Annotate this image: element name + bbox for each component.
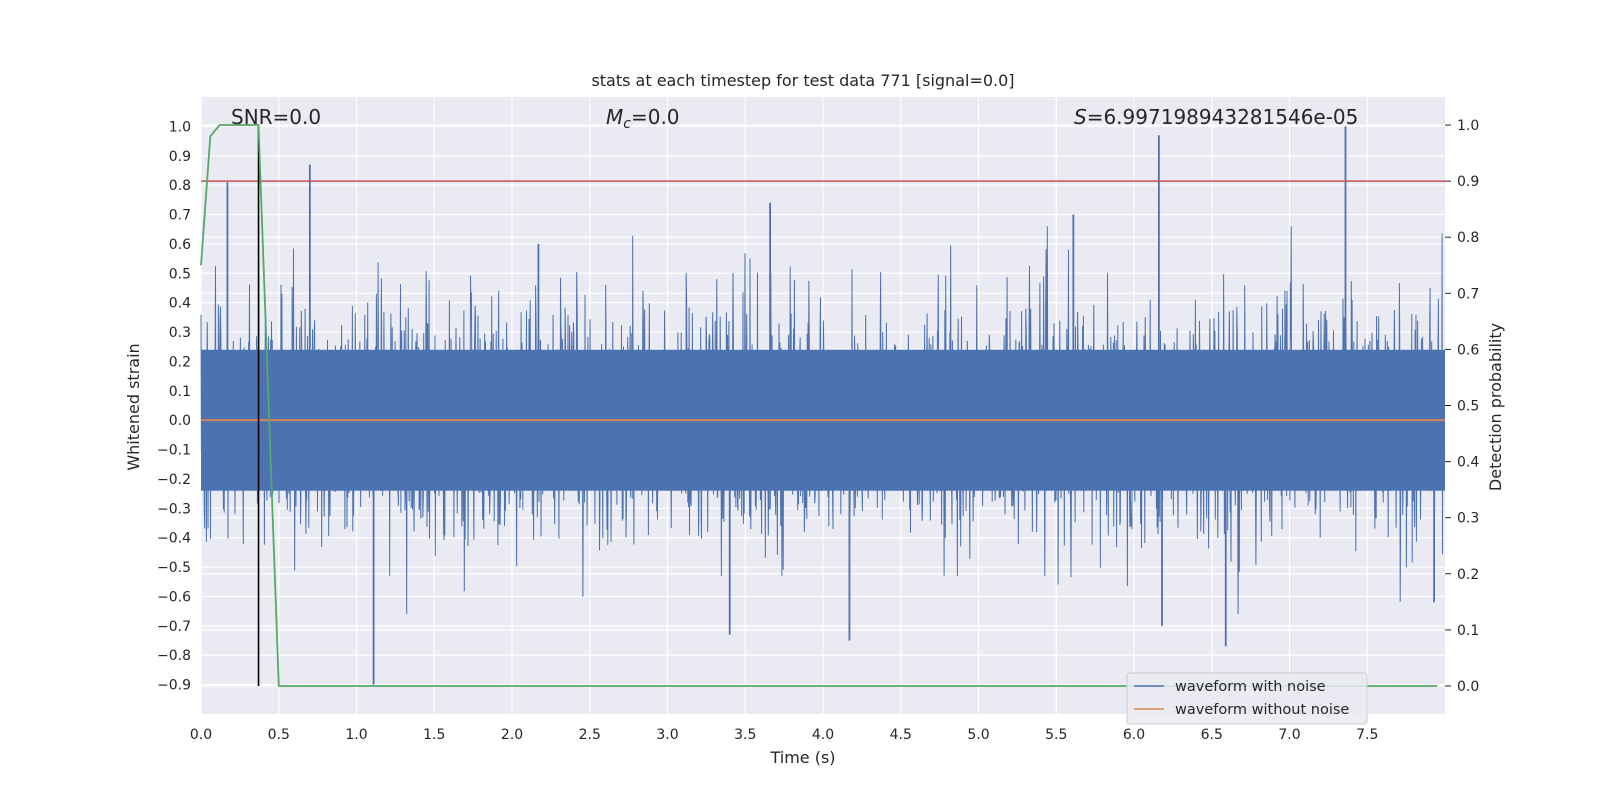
y-left-tick-label: 0.8 [169, 178, 191, 194]
y-right-tick-label: 0.4 [1457, 455, 1479, 471]
x-tick-label: 7.5 [1356, 727, 1378, 743]
x-tick-label: 2.5 [579, 727, 601, 743]
x-tick-label: 3.0 [656, 727, 678, 743]
s-symbol: S [1074, 105, 1087, 129]
x-axis-ticks: 0.0 0.5 1.0 1.5 2.0 2.5 3.0 3.5 4.0 4.5 5.0 5.5 6.0 6… [190, 727, 1379, 743]
y-left-tick-label: 0.1 [169, 384, 191, 400]
snr-annotation: SNR=0.0 [231, 105, 321, 129]
x-tick-label: 1.5 [423, 727, 445, 743]
legend-label-clean: waveform without noise [1175, 702, 1349, 718]
y-right-axis-ticks: 1.0 0.9 0.8 0.7 0.6 0.5 0.4 0.3 0.2 0.1 0.0 [1445, 118, 1479, 695]
y-right-tick-label: 0.8 [1457, 230, 1479, 246]
detection-probability-line [200, 124, 1438, 687]
y-left-tick-label: 0.7 [169, 208, 191, 224]
y-left-tick-label: 1.0 [169, 119, 191, 135]
y-left-tick-label: −0.7 [157, 619, 191, 635]
x-tick-label: 1.0 [345, 727, 367, 743]
y-left-tick-label: −0.4 [157, 531, 191, 547]
noise-trace [200, 226, 1446, 615]
y-left-tick-label: 0.5 [169, 266, 191, 282]
y-left-tick-label: −0.3 [157, 501, 191, 517]
y-left-tick-label: 0.9 [169, 149, 191, 165]
y-right-axis-label: Detection probability [1486, 323, 1505, 491]
x-axis-label: Time (s) [769, 748, 835, 767]
y-left-axis-ticks: 1.0 0.9 0.8 0.7 0.6 0.5 0.4 0.3 0.2 0.1 0.0 −0.1 −0.… [157, 119, 191, 693]
s-annotation: S=6.997198943281546e-05 [1074, 105, 1358, 129]
x-tick-label: 4.0 [812, 727, 834, 743]
y-right-tick-label: 0.5 [1457, 399, 1479, 415]
y-right-tick-label: 0.9 [1457, 174, 1479, 190]
legend-box [1126, 672, 1368, 725]
mc-value: =0.0 [631, 105, 680, 129]
x-tick-label: 7.0 [1278, 727, 1300, 743]
y-left-tick-label: −0.6 [157, 589, 191, 605]
legend: waveform with noise waveform without noi… [1126, 672, 1368, 725]
x-tick-label: 3.5 [734, 727, 756, 743]
y-left-axis-label: Whitened strain [124, 343, 143, 470]
x-tick-label: 6.5 [1201, 727, 1223, 743]
x-tick-label: 0.0 [190, 727, 212, 743]
s-value: =6.997198943281546e-05 [1087, 105, 1359, 129]
y-left-tick-label: −0.9 [157, 678, 191, 694]
y-left-tick-label: −0.5 [157, 560, 191, 576]
y-right-tick-label: 0.0 [1457, 679, 1479, 695]
x-tick-label: 0.5 [268, 727, 290, 743]
y-left-tick-label: 0.4 [169, 296, 191, 312]
y-right-tick-label: 0.3 [1457, 511, 1479, 527]
y-right-tick-label: 0.6 [1457, 342, 1479, 358]
legend-label-noise: waveform with noise [1175, 679, 1326, 695]
y-left-tick-label: 0.0 [169, 413, 191, 429]
y-left-tick-label: 0.6 [169, 237, 191, 253]
x-tick-label: 2.0 [501, 727, 523, 743]
x-tick-label: 4.5 [890, 727, 912, 743]
chart-title: stats at each timestep for test data 771… [591, 71, 1014, 90]
mc-symbol: M [606, 105, 623, 129]
y-right-tick-label: 0.1 [1457, 623, 1479, 639]
chirp-mass-annotation: Mc=0.0 [606, 105, 680, 132]
y-left-tick-label: −0.1 [157, 443, 191, 459]
x-tick-label: 5.0 [967, 727, 989, 743]
mc-subscript: c [623, 116, 631, 132]
x-tick-label: 5.5 [1045, 727, 1067, 743]
x-tick-label: 6.0 [1123, 727, 1145, 743]
y-right-tick-label: 0.7 [1457, 286, 1479, 302]
y-left-tick-label: −0.2 [157, 472, 191, 488]
y-right-tick-label: 1.0 [1457, 118, 1479, 134]
y-left-tick-label: 0.2 [169, 354, 191, 370]
y-left-tick-label: 0.3 [169, 325, 191, 341]
y-right-tick-label: 0.2 [1457, 567, 1479, 583]
y-left-tick-label: −0.8 [157, 648, 191, 664]
